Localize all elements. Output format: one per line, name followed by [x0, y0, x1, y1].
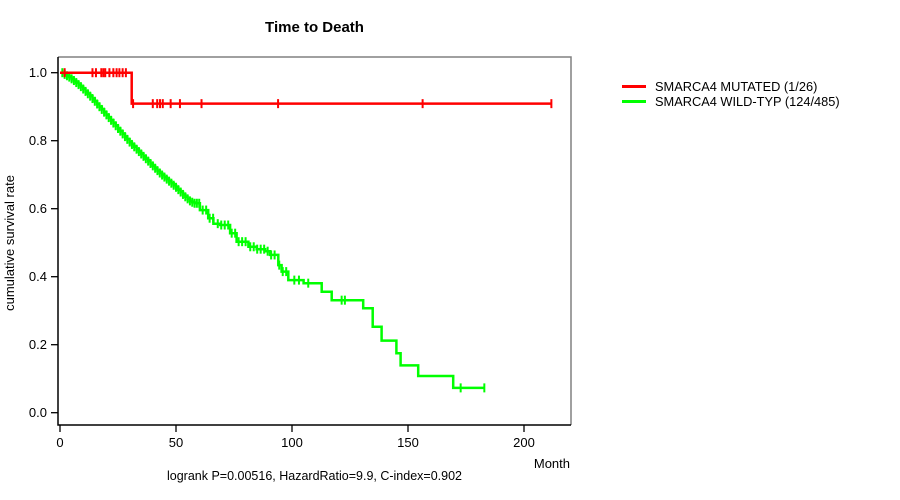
x-tick-label: 50 — [169, 435, 183, 450]
x-axis-title: Month — [533, 456, 570, 471]
x-tick-label: 150 — [397, 435, 419, 450]
legend-line-red — [622, 85, 646, 88]
y-tick-label: 0.2 — [29, 337, 47, 352]
y-tick-label: 0.8 — [29, 133, 47, 148]
legend-label-wildtype: SMARCA4 WILD-TYP (124/485) — [655, 94, 840, 109]
survival-curve-wildtype — [60, 71, 485, 390]
plot-axes — [57, 57, 571, 426]
x-tick-label: 0 — [56, 435, 63, 450]
x-tick-label: 100 — [281, 435, 303, 450]
legend: SMARCA4 MUTATED (1/26) SMARCA4 WILD-TYP … — [622, 79, 840, 109]
legend-item-mutated: SMARCA4 MUTATED (1/26) — [622, 79, 840, 94]
y-tick-label: 0.4 — [29, 269, 47, 284]
survival-curve-mutated — [60, 71, 552, 105]
chart-title: Time to Death — [265, 19, 364, 36]
legend-item-wildtype: SMARCA4 WILD-TYP (124/485) — [622, 94, 840, 109]
y-axis-title: cumulative survival rate — [2, 175, 17, 311]
y-tick-label: 0.6 — [29, 201, 47, 216]
legend-line-green — [622, 100, 646, 103]
legend-label-mutated: SMARCA4 MUTATED (1/26) — [655, 79, 818, 94]
x-tick-label: 200 — [513, 435, 535, 450]
y-tick-label: 0.0 — [29, 405, 47, 420]
y-tick-label: 1.0 — [29, 65, 47, 80]
plot-frame-gray — [58, 56, 572, 425]
stats-footnote: logrank P=0.00516, HazardRatio=9.9, C-in… — [167, 469, 462, 483]
